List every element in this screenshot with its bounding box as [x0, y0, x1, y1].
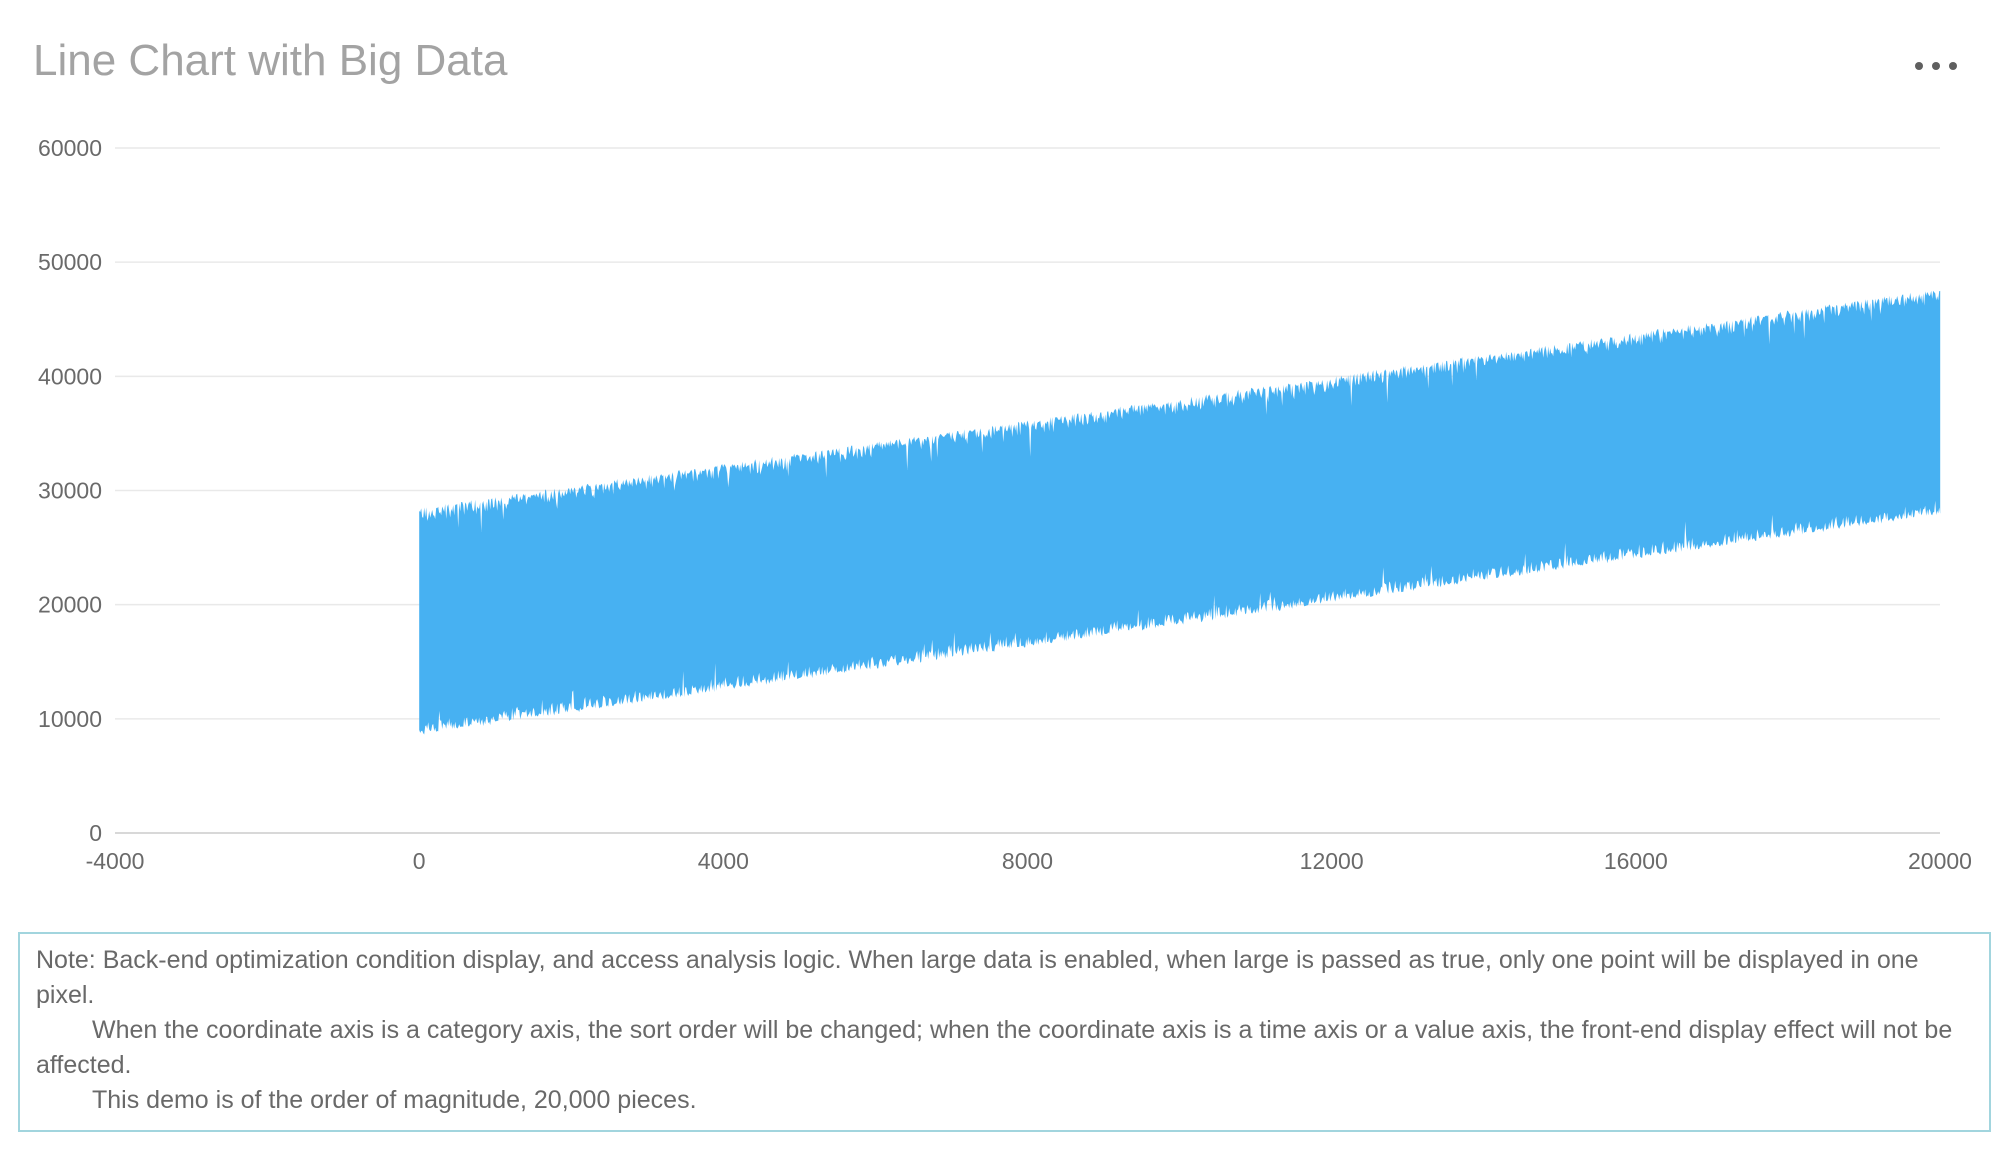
dot [1949, 62, 1957, 70]
x-tick-label: 20000 [1908, 848, 1972, 874]
dot [1915, 62, 1923, 70]
y-tick-label: 0 [89, 820, 102, 846]
note-paragraph: This demo is of the order of magnitude, … [92, 1086, 697, 1114]
series-band [419, 290, 1941, 735]
y-tick-label: 10000 [38, 706, 102, 732]
dot [1932, 62, 1940, 70]
x-tick-label: 16000 [1604, 848, 1668, 874]
note-box: Note: Back-end optimization condition di… [18, 932, 1991, 1132]
note-paragraph: When the coordinate axis is a category a… [36, 1016, 1953, 1079]
chart-title: Line Chart with Big Data [33, 36, 508, 85]
y-tick-label: 50000 [38, 249, 102, 275]
x-tick-label: 4000 [698, 848, 749, 874]
y-tick-label: 40000 [38, 363, 102, 389]
y-tick-label: 60000 [38, 135, 102, 161]
y-tick-label: 30000 [38, 478, 102, 504]
x-tick-label: 0 [413, 848, 426, 874]
more-options-icon[interactable] [1915, 62, 1957, 70]
x-tick-label: 8000 [1002, 848, 1053, 874]
x-tick-label: 12000 [1300, 848, 1364, 874]
note-paragraph: Note: Back-end optimization condition di… [36, 946, 1919, 1009]
y-tick-label: 20000 [38, 592, 102, 618]
x-tick-label: -4000 [86, 848, 145, 874]
